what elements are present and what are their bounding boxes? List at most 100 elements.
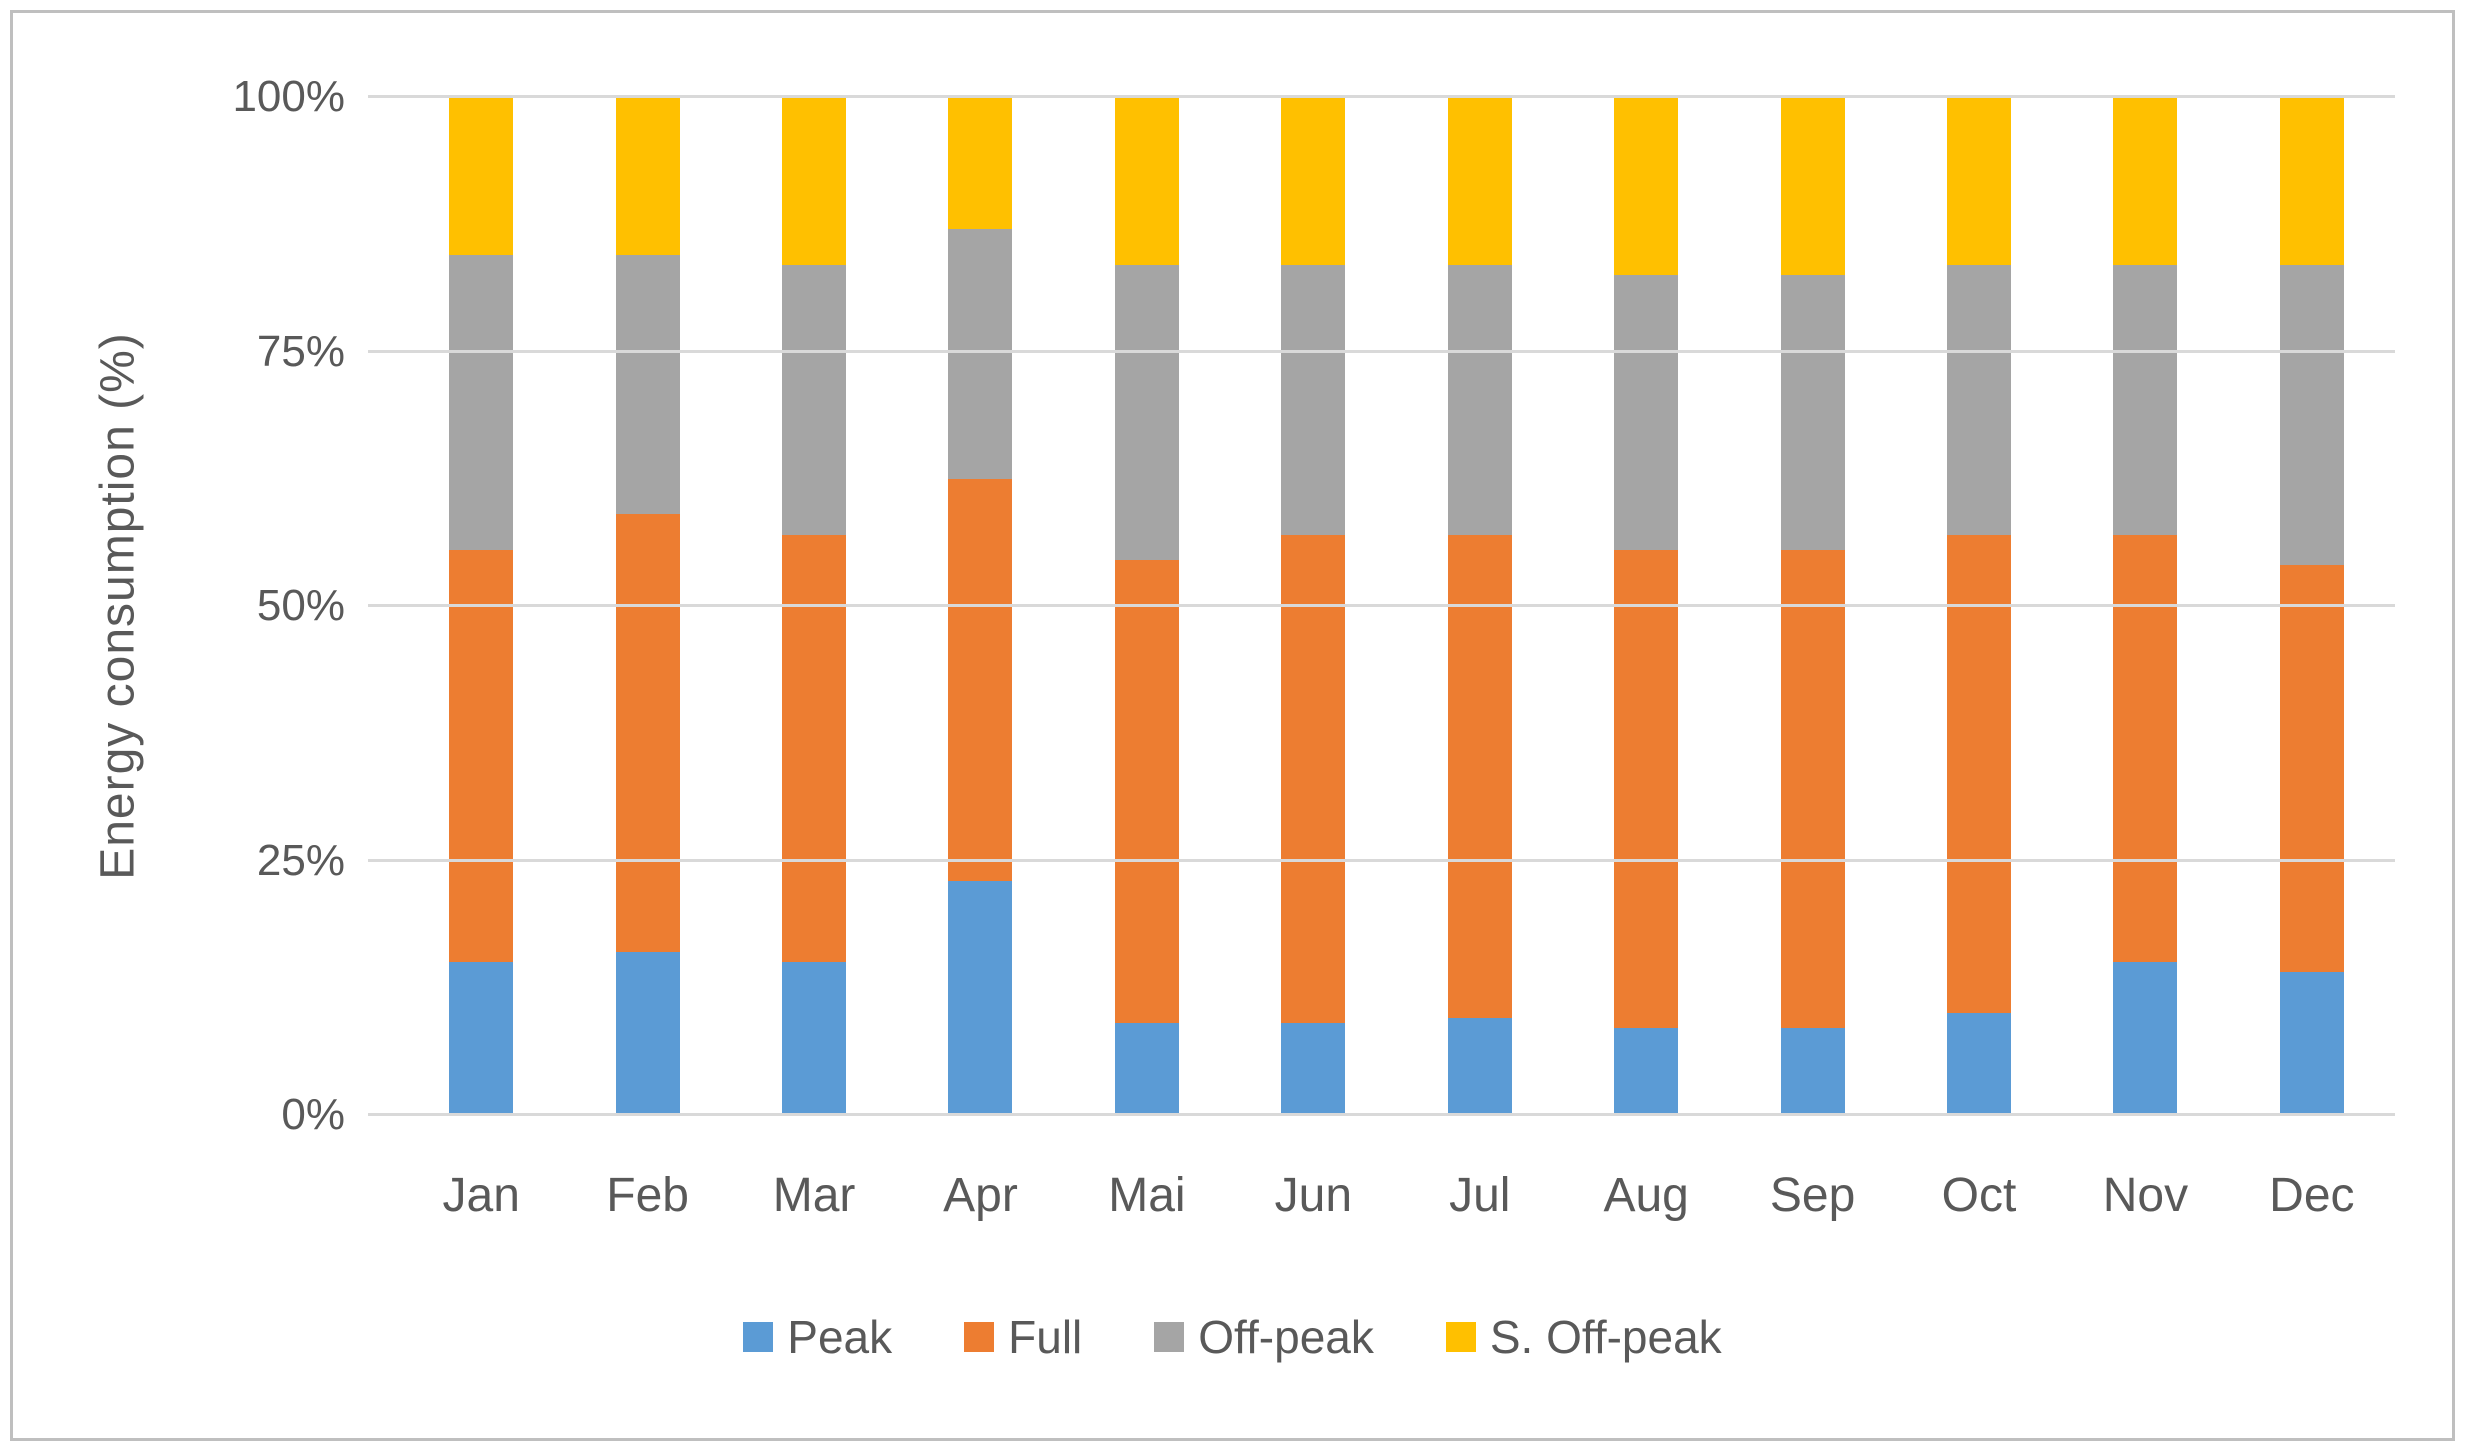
legend-label-full: Full (1008, 1311, 1083, 1363)
x-axis-label-mar: Mar (772, 1169, 856, 1222)
bar-segment-full-apr (948, 478, 1013, 881)
bar-segment-s-off-peak-dec (2279, 97, 2344, 265)
bar-slot-jan (398, 97, 564, 1115)
bar-segment-full-nov (2113, 534, 2178, 963)
bar-slot-sep (1729, 97, 1895, 1115)
y-tick-label-0: 0% (281, 1090, 345, 1139)
bar-segment-off-peak-mai (1114, 264, 1179, 561)
bar-segment-s-off-peak-aug (1614, 97, 1679, 276)
bar-segment-peak-oct (1947, 1013, 2011, 1115)
legend: Peak Full Off-peak S. Off-peak (0, 1310, 2465, 1364)
bar-segment-full-mai (1114, 560, 1179, 1024)
bar-segment-full-feb (615, 514, 680, 953)
x-axis-label-jul: Jul (1449, 1169, 1511, 1222)
bar-stack-aug (1614, 97, 1679, 1115)
x-axis-label-dec: Dec (2269, 1169, 2355, 1222)
legend-item-peak: Peak (743, 1310, 892, 1364)
plot-area (368, 95, 2395, 1116)
y-tick-label-50: 50% (256, 581, 345, 630)
bar-segment-s-off-peak-nov (2113, 97, 2178, 265)
legend-label-peak: Peak (787, 1311, 893, 1363)
bar-slot-apr (897, 97, 1063, 1115)
bar-stack-feb (615, 97, 680, 1115)
bar-stack-jun (1281, 97, 1346, 1115)
bar-segment-peak-apr (948, 880, 1013, 1115)
x-axis-label-aug: Aug (1603, 1169, 1689, 1222)
bar-segment-peak-mai (1114, 1023, 1179, 1115)
bar-segment-full-oct (1947, 534, 2011, 1014)
bar-segment-off-peak-apr (948, 229, 1013, 479)
bar-segment-full-sep (1780, 550, 1845, 1029)
legend-item-s-off-peak: S. Off-peak (1445, 1310, 1722, 1364)
bar-segment-peak-mar (782, 962, 847, 1115)
bar-segment-full-mar (782, 534, 847, 963)
y-tick-label-100: 100% (232, 72, 345, 121)
x-axis-label-feb: Feb (606, 1169, 689, 1222)
bar-stack-dec (2279, 97, 2344, 1115)
bar-slot-dec (2229, 97, 2395, 1115)
legend-swatch-icon-peak (743, 1322, 774, 1352)
bar-stack-jan (449, 97, 514, 1115)
legend-label-s-off-peak: S. Off-peak (1489, 1311, 1722, 1363)
bars-container (398, 97, 2395, 1115)
bar-slot-aug (1563, 97, 1729, 1115)
bar-segment-off-peak-aug (1614, 275, 1679, 551)
bar-segment-full-jun (1281, 534, 1346, 1024)
bar-segment-peak-sep (1780, 1028, 1845, 1115)
bar-segment-peak-aug (1614, 1028, 1679, 1115)
bar-segment-full-aug (1614, 550, 1679, 1029)
gridline-50 (368, 604, 2395, 607)
bar-slot-oct (1896, 97, 2062, 1115)
bar-slot-mai (1064, 97, 1230, 1115)
bar-stack-sep (1780, 97, 1845, 1115)
bar-segment-off-peak-mar (782, 265, 847, 535)
bar-segment-off-peak-jul (1447, 264, 1512, 535)
bar-segment-off-peak-feb (615, 254, 680, 515)
x-axis-labels: Jan Feb Mar Apr Mai Jun Jul Aug Sep Oct Nov Dec (398, 1168, 2395, 1223)
bar-segment-off-peak-jan (449, 254, 514, 551)
bar-stack-oct (1947, 97, 2011, 1115)
legend-item-full: Full (964, 1310, 1082, 1364)
bar-segment-peak-jun (1281, 1023, 1346, 1115)
legend-swatch-icon-full (964, 1322, 995, 1352)
bar-stack-mai (1114, 97, 1179, 1115)
x-axis-label-mai: Mai (1108, 1169, 1186, 1222)
y-tick-label-25: 25% (256, 835, 345, 885)
bar-segment-off-peak-sep (1780, 275, 1845, 551)
bar-segment-full-jan (449, 550, 514, 963)
bar-segment-s-off-peak-jul (1447, 97, 1512, 265)
bar-segment-peak-feb (615, 952, 680, 1115)
bar-segment-s-off-peak-apr (948, 97, 1013, 230)
x-axis-label-apr: Apr (943, 1169, 1018, 1222)
x-axis-label-jun: Jun (1274, 1169, 1353, 1222)
gridline-0 (368, 1113, 2395, 1116)
bar-segment-peak-dec (2279, 972, 2344, 1115)
bar-slot-jun (1230, 97, 1396, 1115)
bar-segment-full-dec (2279, 565, 2344, 973)
bar-slot-feb (564, 97, 730, 1115)
bar-segment-s-off-peak-jun (1281, 97, 1346, 265)
bar-segment-s-off-peak-mar (782, 97, 847, 265)
gridline-75 (368, 349, 2395, 353)
bar-slot-jul (1397, 97, 1563, 1115)
legend-swatch-icon-s-off-peak (1445, 1322, 1476, 1352)
x-axis-label-nov: Nov (2102, 1169, 2189, 1222)
bar-segment-off-peak-jun (1281, 265, 1346, 535)
gridline-100 (368, 95, 2395, 98)
bar-segment-s-off-peak-mai (1114, 97, 1179, 265)
bar-segment-peak-jan (449, 962, 514, 1115)
bar-segment-peak-jul (1447, 1018, 1512, 1115)
bar-segment-s-off-peak-feb (615, 97, 680, 255)
bar-segment-full-jul (1447, 534, 1512, 1019)
bar-segment-s-off-peak-jan (449, 97, 514, 255)
bar-segment-s-off-peak-sep (1780, 97, 1845, 276)
x-axis-label-oct: Oct (1941, 1169, 2017, 1222)
bar-segment-s-off-peak-oct (1947, 97, 2011, 265)
bar-segment-off-peak-nov (2113, 265, 2178, 535)
bar-stack-jul (1447, 97, 1512, 1115)
bar-stack-apr (948, 97, 1013, 1115)
legend-label-off-peak: Off-peak (1198, 1311, 1374, 1363)
legend-item-off-peak: Off-peak (1154, 1310, 1374, 1364)
bar-segment-off-peak-oct (1947, 264, 2011, 535)
